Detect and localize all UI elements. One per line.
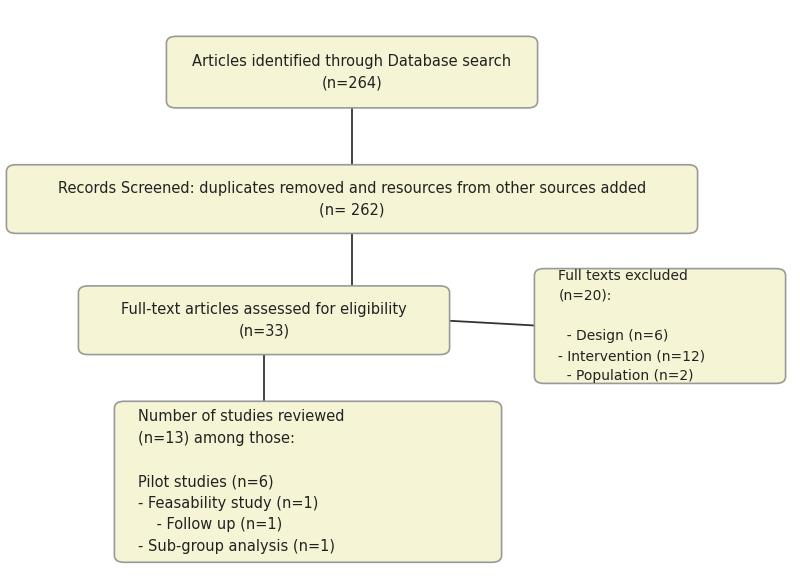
FancyBboxPatch shape (78, 286, 450, 354)
FancyBboxPatch shape (166, 36, 538, 108)
Text: Full texts excluded
(n=20):

  - Design (n=6)
- Intervention (n=12)
  - Populati: Full texts excluded (n=20): - Design (n=… (558, 269, 706, 383)
Text: Records Screened: duplicates removed and resources from other sources added
(n= : Records Screened: duplicates removed and… (58, 181, 646, 218)
Text: Full-text articles assessed for eligibility
(n=33): Full-text articles assessed for eligibil… (121, 302, 407, 339)
Text: Articles identified through Database search
(n=264): Articles identified through Database sea… (193, 54, 511, 91)
FancyBboxPatch shape (6, 165, 698, 234)
FancyBboxPatch shape (114, 402, 502, 562)
Text: Number of studies reviewed
(n=13) among those:

Pilot studies (n=6)
- Feasabilit: Number of studies reviewed (n=13) among … (138, 410, 345, 554)
FancyBboxPatch shape (534, 269, 786, 383)
